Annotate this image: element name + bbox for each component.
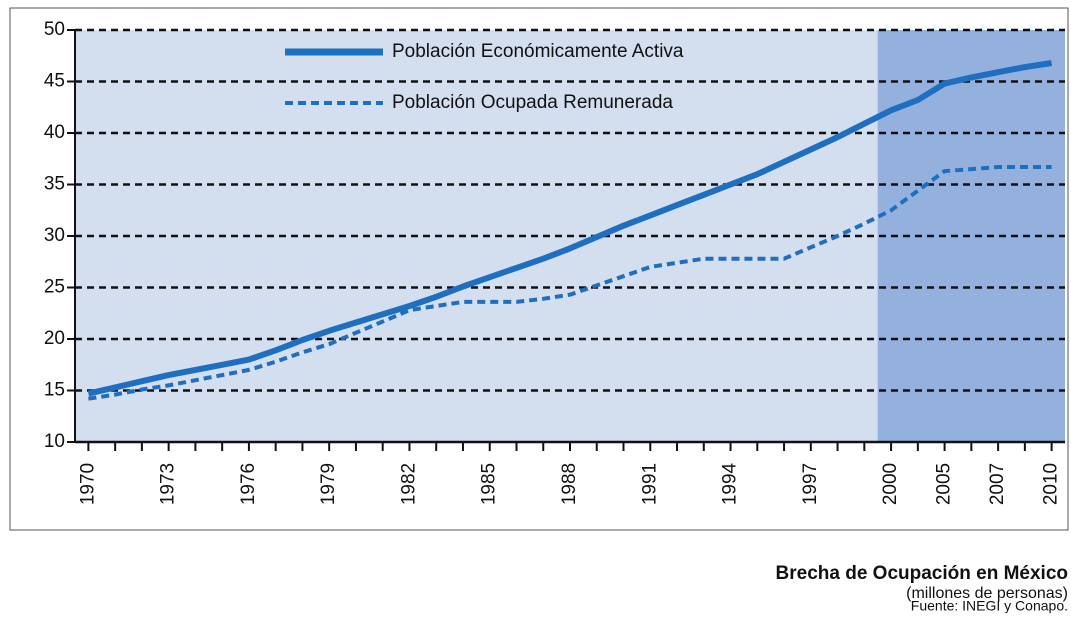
chart-title: Brecha de Ocupación en México xyxy=(776,563,1068,584)
source: Fuente: INEGI y Conapo. xyxy=(911,598,1068,613)
y-tick-label: 50 xyxy=(44,19,65,40)
legend-label: Población Ocupada Remunerada xyxy=(392,92,673,113)
x-tick-label: 1988 xyxy=(559,463,580,505)
y-tick-label: 45 xyxy=(44,71,65,92)
x-tick-label: 1997 xyxy=(800,463,821,505)
x-tick-label: 1982 xyxy=(398,463,419,505)
x-tick-label: 1976 xyxy=(238,463,259,505)
x-tick-label: 1979 xyxy=(318,463,339,505)
y-tick-label: 40 xyxy=(44,122,65,143)
line-series xyxy=(88,165,1052,401)
frame xyxy=(9,7,1069,531)
x-tick-label: 2007 xyxy=(987,463,1008,505)
y-tick-label: 20 xyxy=(44,328,65,349)
y-tick-label: 30 xyxy=(44,225,65,246)
line-series xyxy=(87,60,1053,397)
x-tick-label: 1970 xyxy=(77,463,98,505)
y-tick-label: 25 xyxy=(44,277,65,298)
legend-label: Población Económicamente Activa xyxy=(392,41,684,62)
y-tick-label: 35 xyxy=(44,174,65,195)
x-tick-label: 2010 xyxy=(1041,463,1062,505)
x-tick-label: 2005 xyxy=(934,463,955,505)
x-tick-label: 1973 xyxy=(158,463,179,505)
chart-subtitle: (millones de personas) xyxy=(906,585,1068,602)
x-tick-label: 1994 xyxy=(720,462,741,505)
x-tick-label: 1985 xyxy=(479,463,500,505)
x-tick-label: 1991 xyxy=(639,463,660,505)
y-tick-label: 15 xyxy=(44,380,65,401)
y-tick-label: 10 xyxy=(44,431,65,452)
x-tick-label: 2000 xyxy=(880,463,901,505)
